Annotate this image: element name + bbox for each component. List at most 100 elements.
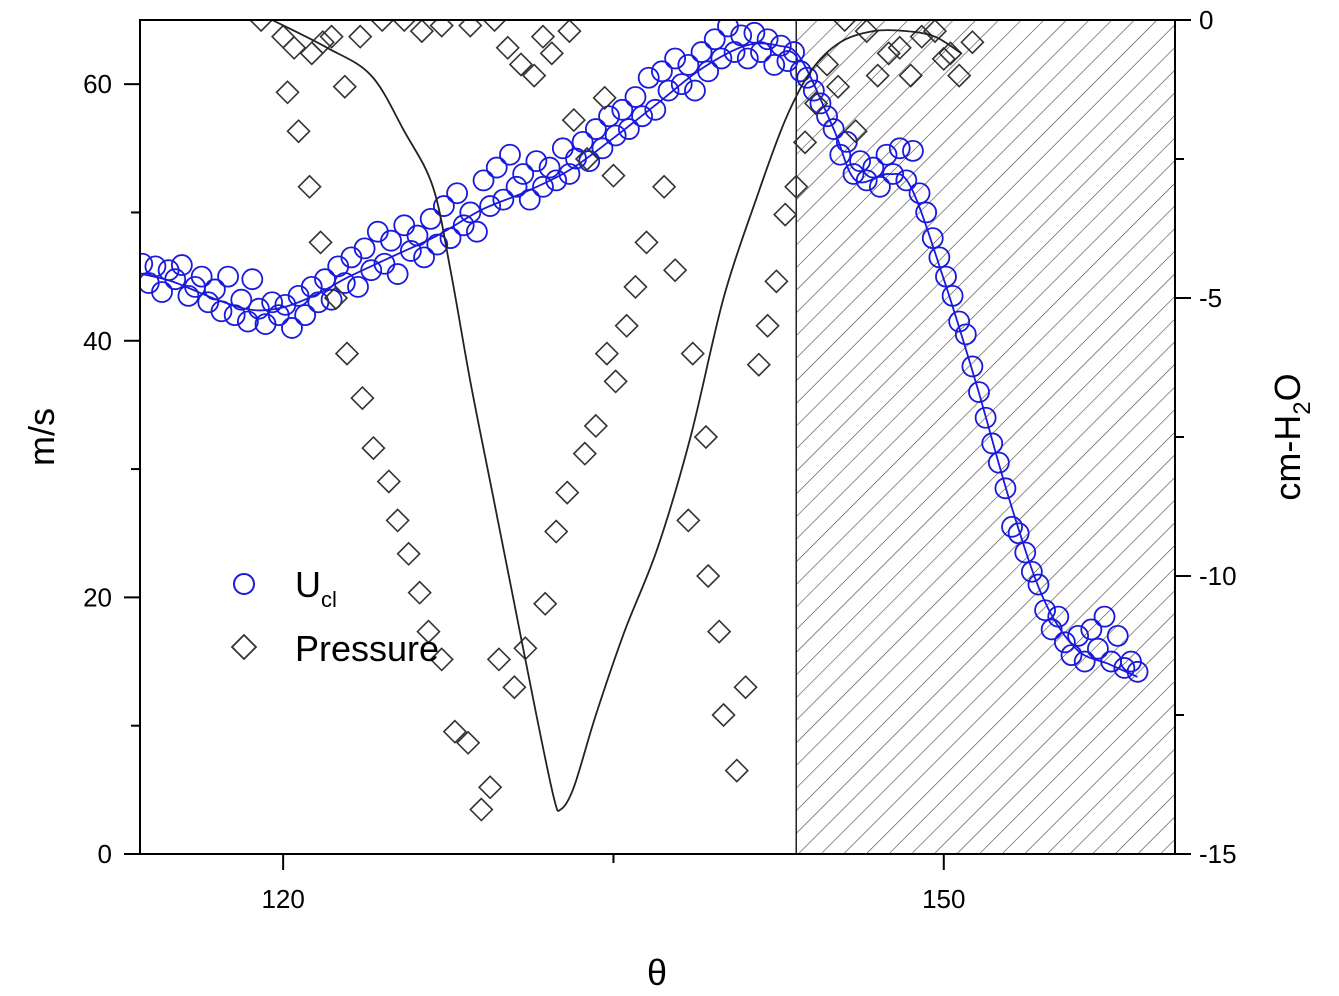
pressure-point (297, 174, 322, 199)
ucl-point (941, 284, 964, 307)
ucl-point (1080, 618, 1103, 641)
ucl-point (538, 156, 561, 179)
pressure-point (308, 230, 333, 255)
pressure-point (495, 35, 520, 60)
pressure-point (478, 775, 503, 800)
ucl-point (399, 240, 422, 262)
ucl-point (584, 118, 607, 140)
ucl-point (677, 54, 700, 76)
ucl-point (1087, 637, 1109, 660)
y-left-tick-label: 40 (83, 326, 112, 356)
ucl-point (353, 237, 376, 260)
pressure-point (544, 519, 569, 544)
pressure-point (825, 74, 851, 99)
ucl-point (908, 182, 931, 205)
ucl-point (690, 41, 713, 63)
ucl-point (241, 268, 264, 291)
ucl-point (624, 86, 647, 108)
y-axis-right-title-prefix: cm-H (1267, 415, 1308, 501)
ucl-point (730, 24, 753, 47)
ucl-point (472, 169, 495, 192)
ucl-point (1040, 618, 1063, 641)
ucl-point (1067, 624, 1090, 647)
ucl-point (1014, 541, 1037, 564)
ucl-point (190, 265, 213, 288)
pressure-point (416, 619, 441, 644)
pressure-point (455, 730, 481, 755)
pressure-point (522, 63, 547, 88)
x-axis-title: θ (647, 952, 667, 993)
legend: Ucl Pressure (230, 564, 439, 669)
ucl-point (1126, 660, 1149, 683)
pressure-point (792, 130, 818, 155)
ucl-point (413, 246, 435, 269)
pressure-point (803, 91, 829, 116)
y-right-tick-label: -15 (1199, 839, 1237, 869)
ucl-point (237, 310, 259, 333)
ucl-point (763, 54, 786, 76)
ucl-point (974, 406, 997, 429)
ucl-point (466, 220, 488, 243)
ucl-point (604, 124, 627, 147)
pressure-point (286, 119, 311, 144)
pressure-point (429, 20, 454, 38)
ucl-point (968, 381, 990, 403)
pressure-point (572, 441, 597, 466)
pressure-point (601, 163, 626, 188)
y-left-tick-label: 0 (98, 839, 112, 869)
pressure-point (533, 591, 558, 616)
ucl-point (492, 188, 515, 211)
pressure-point (876, 41, 901, 66)
ucl-point (459, 201, 482, 224)
pressure-point (574, 146, 600, 172)
pressure-point (557, 20, 582, 44)
axes: 120 150 0 20 40 60 -15 -10 -5 0 (83, 5, 1237, 914)
ucl-point (1093, 605, 1116, 628)
pressure-point (482, 20, 507, 33)
pressure-point (502, 675, 527, 700)
pressure-point (898, 63, 923, 88)
ucl-point (1027, 573, 1050, 596)
ucl-point (598, 105, 620, 128)
ucl-point (499, 143, 521, 166)
ucl-point (961, 355, 984, 378)
pressure-point (854, 20, 879, 44)
ucl-point (479, 195, 502, 217)
ucl-point (591, 137, 614, 160)
pressure-point (376, 469, 401, 494)
pressure-point (623, 274, 648, 300)
pressure-point (332, 74, 357, 99)
legend-label-pressure: Pressure (295, 628, 439, 669)
ucl-point (710, 47, 733, 70)
ucl-point (631, 105, 653, 128)
pressure-point (396, 541, 421, 566)
ucl-point (217, 265, 239, 288)
pressure-point (755, 313, 780, 338)
ucl-point (512, 163, 535, 185)
ucl-point (743, 21, 766, 44)
pressure-point (711, 702, 736, 728)
pressure-point (348, 24, 373, 49)
pressure-point (392, 20, 417, 33)
ucl-point (736, 47, 759, 70)
ucl-point (151, 281, 173, 303)
ucl-point (756, 28, 779, 51)
ucl-point (644, 98, 667, 121)
pressure-point (350, 385, 375, 411)
pressure-point (319, 24, 344, 49)
pressure-point (887, 35, 912, 60)
ucl-point (895, 169, 918, 192)
ucl-point (426, 233, 449, 256)
ucl-point (684, 79, 706, 102)
pressure-point (248, 20, 274, 33)
ucl-point (994, 477, 1017, 500)
y-left-tick-label: 60 (83, 69, 112, 99)
pressure-point (773, 202, 798, 227)
pressure-point (282, 35, 307, 60)
ucl-point (1001, 515, 1023, 538)
ucl-point (750, 41, 772, 63)
ucl-point (386, 263, 409, 285)
pressure-point (409, 20, 435, 44)
pressure-point (733, 675, 758, 700)
ucl-point (230, 288, 253, 311)
